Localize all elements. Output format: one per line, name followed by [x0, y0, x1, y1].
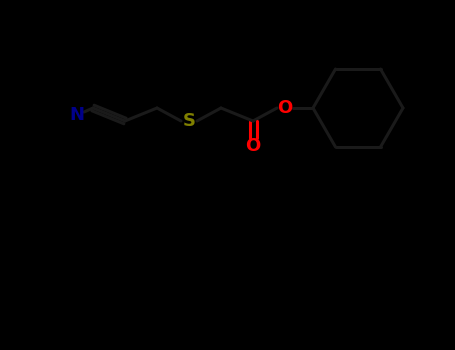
- Text: O: O: [278, 99, 293, 117]
- Text: O: O: [245, 137, 261, 155]
- Text: N: N: [70, 106, 85, 124]
- Text: S: S: [182, 112, 196, 130]
